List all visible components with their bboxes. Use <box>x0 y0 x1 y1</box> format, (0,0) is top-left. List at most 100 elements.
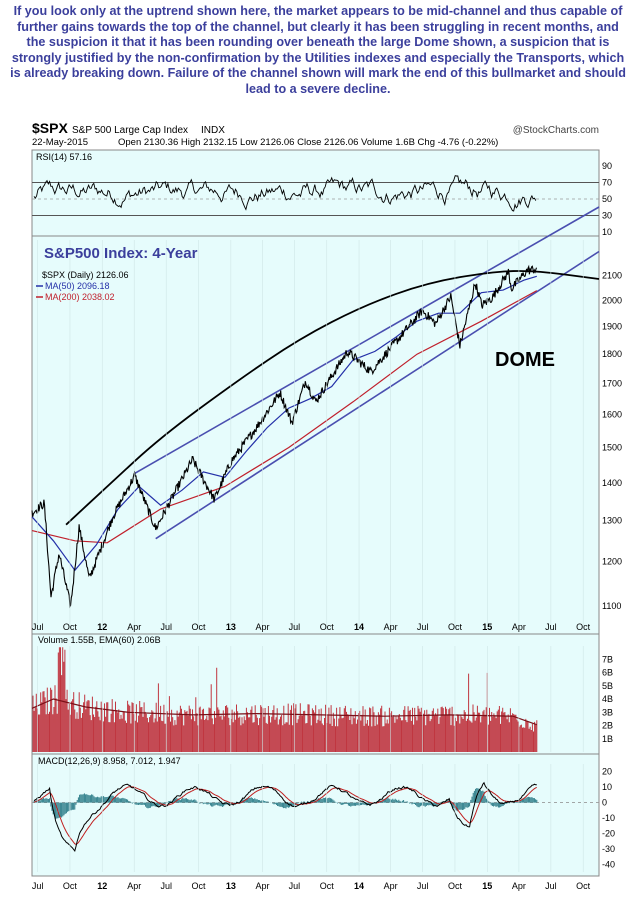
price-x-tick-label: Oct <box>576 622 591 632</box>
open-value: 2130.36 <box>144 137 178 148</box>
high-value: 2132.15 <box>203 137 237 148</box>
macd-x-tick-label: Jul <box>160 881 172 891</box>
price-tick-label: 2100 <box>602 270 622 280</box>
macd-tick-label: -30 <box>602 844 615 854</box>
macd-x-tick-label: Jul <box>417 881 429 891</box>
macd-tick-label: 0 <box>602 798 607 808</box>
macd-x-tick-label: 13 <box>226 881 236 891</box>
volume-tick-label: 1B <box>602 734 613 744</box>
volume-legend: Volume 1.55B, EMA(60) 2.06B <box>38 635 161 645</box>
volume-label: Volume <box>361 137 393 148</box>
open-label: Open <box>118 137 141 148</box>
price-tick-label: 1400 <box>602 478 622 488</box>
price-x-tick-label: 13 <box>226 622 236 632</box>
macd-signal-line <box>33 786 537 845</box>
price-tick-label: 1100 <box>602 601 621 611</box>
price-tick-label: 1600 <box>602 409 622 419</box>
volume-bars <box>32 647 538 752</box>
macd-x-tick-label: Oct <box>192 881 207 891</box>
chg-label: Chg <box>418 137 435 148</box>
channel-upper-line <box>133 206 600 475</box>
macd-chart: 20 10 0 -10 -20 -30 -40 <box>32 767 615 869</box>
price-x-tick-label: 12 <box>97 622 107 632</box>
price-x-tick-label: Apr <box>127 622 141 632</box>
rsi-chart: 90 70 50 30 10 <box>32 161 612 237</box>
macd-tick-label: -10 <box>602 813 615 823</box>
macd-panel <box>31 753 600 877</box>
macd-x-tick-label: Oct <box>320 881 335 891</box>
rsi-tick-label: 30 <box>602 211 612 221</box>
chg-value: -4.76 (-0.22%) <box>438 137 499 148</box>
price-x-tick-label: 14 <box>354 622 364 632</box>
volume-value: 1.6B <box>395 137 415 148</box>
macd-x-tick-label: Oct <box>448 881 463 891</box>
rsi-tick-label: 90 <box>602 161 612 171</box>
price-legend: $SPX (Daily) 2126.06 MA(50) 2096.18 MA(2… <box>36 270 129 302</box>
macd-x-tick-label: 12 <box>97 881 107 891</box>
macd-x-tick-label: Oct <box>576 881 591 891</box>
macd-x-tick-label: Apr <box>384 881 398 891</box>
volume-tick-label: 5B <box>602 681 613 691</box>
rsi-panel <box>31 149 600 237</box>
close-label: Close <box>297 137 321 148</box>
price-x-tick-label: 15 <box>482 622 492 632</box>
macd-x-tick-label: 15 <box>482 881 492 891</box>
volume-tick-label: 3B <box>602 707 613 717</box>
watermark: @StockCharts.com <box>513 125 599 136</box>
low-label: Low <box>240 137 258 148</box>
price-x-tick-label: Apr <box>255 622 269 632</box>
price-line <box>31 264 538 609</box>
channel-lower-line <box>155 250 600 540</box>
macd-x-tick-label: 14 <box>354 881 364 891</box>
price-x-tick-label: Jul <box>32 622 44 632</box>
rsi-tick-label: 10 <box>602 227 612 237</box>
price-x-tick-label: Jul <box>417 622 429 632</box>
close-value: 2126.06 <box>324 137 358 148</box>
volume-ema-line <box>31 698 538 726</box>
rsi-legend: RSI(14) 57.16 <box>36 152 92 162</box>
rsi-line <box>33 175 537 212</box>
legend-ma200: MA(200) 2038.02 <box>45 292 115 302</box>
macd-x-tick-label: Jul <box>289 881 301 891</box>
macd-x-tick-label: Oct <box>63 881 78 891</box>
price-x-tick-label: Jul <box>545 622 557 632</box>
price-tick-label: 1800 <box>602 349 622 359</box>
macd-x-tick-label: Jul <box>545 881 557 891</box>
price-tick-label: 1200 <box>602 557 622 567</box>
caption-text: If you look only at the uptrend shown he… <box>10 4 626 96</box>
legend-price: $SPX (Daily) 2126.06 <box>42 270 129 280</box>
symbol-label: $SPX <box>32 120 68 136</box>
price-x-tick-label: Oct <box>320 622 335 632</box>
macd-tick-label: -40 <box>602 859 615 869</box>
price-chart: 2100 2000 1900 1800 1700 1600 1500 1400 1300 1200… <box>31 206 622 611</box>
macd-x-tick-label: Apr <box>127 881 141 891</box>
volume-tick-label: 4B <box>602 694 613 704</box>
price-tick-label: 2000 <box>602 295 622 305</box>
high-label: High <box>181 137 201 148</box>
price-x-tick-label: Jul <box>289 622 301 632</box>
macd-tick-label: -20 <box>602 828 615 838</box>
low-value: 2126.06 <box>260 137 294 148</box>
price-tick-label: 1700 <box>602 378 622 388</box>
index-name: S&P 500 Large Cap Index <box>72 125 188 136</box>
volume-tick-label: 2B <box>602 721 613 731</box>
dome-annotation: DOME <box>495 349 555 371</box>
volume-chart: 7B 6B 5B 4B 3B 2B 1B <box>31 647 613 752</box>
price-x-tick-label: Oct <box>448 622 463 632</box>
price-x-tick-label: Jul <box>160 622 172 632</box>
macd-legend: MACD(12,26,9) 8.958, 7.012, 1.947 <box>38 756 181 766</box>
date-label: 22-May-2015 <box>32 137 88 148</box>
volume-tick-label: 6B <box>602 668 613 678</box>
rsi-tick-label: 70 <box>602 178 612 188</box>
ma200-line <box>31 290 538 544</box>
price-x-tick-label: Apr <box>512 622 526 632</box>
price-x-tick-label: Oct <box>192 622 207 632</box>
macd-x-tick-label: Apr <box>512 881 526 891</box>
dome-curve <box>65 270 600 526</box>
macd-line <box>33 781 537 852</box>
ohlc-readout: Open 2130.36 High 2132.15 Low 2126.06 Cl… <box>118 137 498 148</box>
price-tick-label: 1900 <box>602 322 622 332</box>
chart-title: S&P500 Index: 4-Year <box>44 245 198 262</box>
volume-tick-label: 7B <box>602 654 613 664</box>
price-tick-label: 1300 <box>602 516 622 526</box>
